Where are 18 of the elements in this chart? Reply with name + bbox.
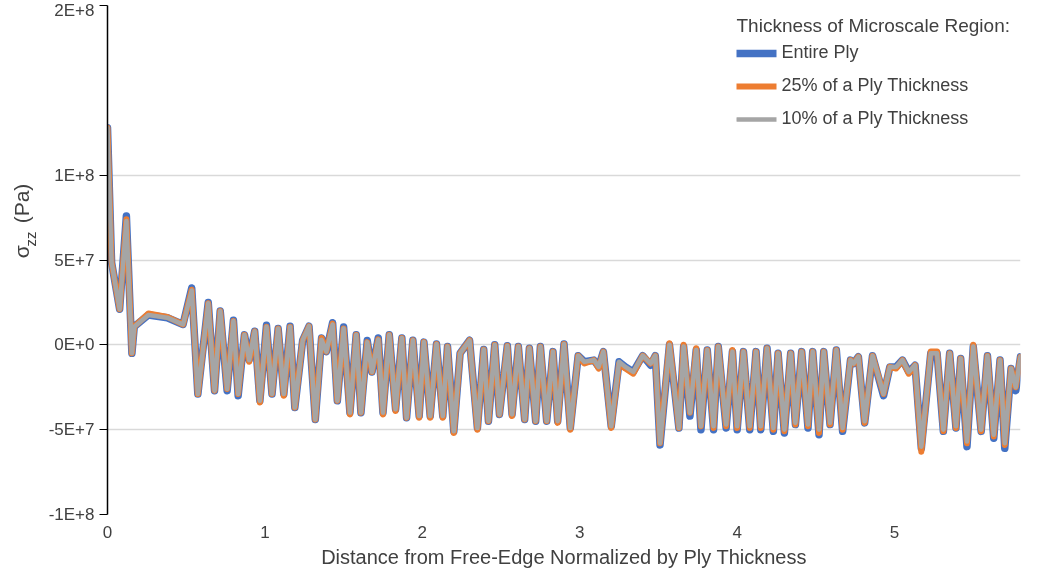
x-tick-label: 3 [575,522,585,542]
y-tick-label: -5E+7 [48,420,95,440]
x-tick-label: 2 [417,522,428,542]
y-tick-label: 5E+7 [54,250,95,270]
x-axis-title: Distance from Free-Edge Normalized by Ply Thickness [321,545,807,568]
y-tick-label: 1E+8 [54,165,95,185]
legend-title: Thickness of Microscale Region: [736,15,1010,37]
x-tick-label: 4 [732,522,742,542]
y-tick-label: -1E+8 [48,505,95,524]
y-tick-label: 0E+0 [54,335,95,355]
y-tick-label: 2E+8 [54,0,95,20]
x-tick-label: 5 [889,522,900,542]
y-axis-title: σzz (Pa) [9,183,39,259]
legend-label: Entire Ply [781,42,859,63]
x-tick-label: 0 [102,522,113,542]
x-tick-label: 1 [260,522,270,542]
legend-label: 10% of a Ply Thickness [781,108,969,129]
legend-label: 25% of a Ply Thickness [781,75,969,96]
